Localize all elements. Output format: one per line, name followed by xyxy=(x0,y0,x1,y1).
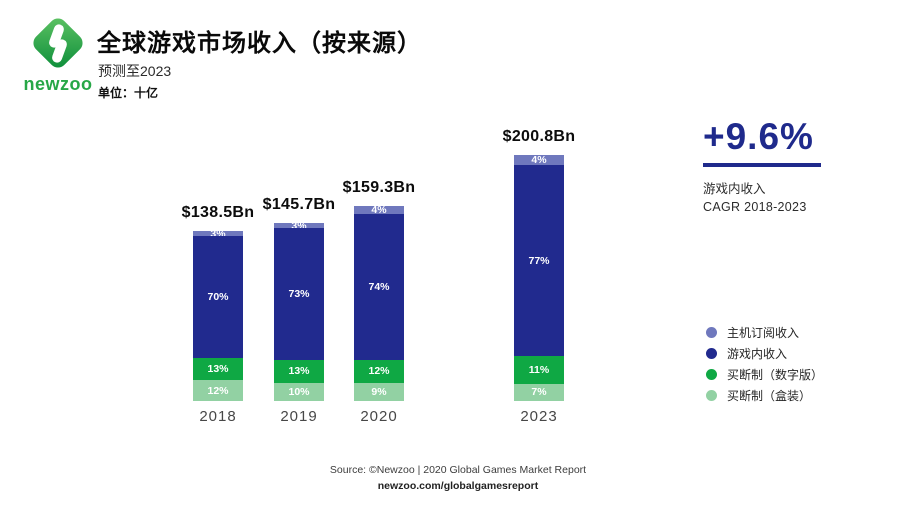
bar-segment: 4% xyxy=(514,154,564,166)
legend-label: 买断制（盒装） xyxy=(727,389,812,403)
x-axis-label-2019: 2019 xyxy=(280,408,318,425)
legend-dot-icon xyxy=(706,348,717,359)
segment-percent-label: 10% xyxy=(288,386,310,398)
bar-total-label-2019: $145.7Bn xyxy=(262,196,336,213)
bar-total-label-2023: $200.8Bn xyxy=(502,128,576,145)
cagr-caption-line1: 游戏内收入 xyxy=(703,182,766,196)
newzoo-logo-text: newzoo xyxy=(23,74,93,94)
chart-legend: 主机订阅收入 游戏内收入买断制（数字版） 买断制（盒装） xyxy=(706,322,823,406)
bar-segment: 12% xyxy=(193,380,243,401)
source-text: Source: ©Newzoo | 2020 Global Games Mark… xyxy=(329,464,587,476)
page-title: 全球游戏市场收入（按来源） xyxy=(97,30,422,57)
bar-segment: 13% xyxy=(193,357,243,381)
bar-segment: 4% xyxy=(354,204,404,216)
bar-segment: 11% xyxy=(514,356,564,384)
source-link-text: newzoo.com/globalgamesreport xyxy=(377,480,539,492)
stacked-bar-2020: 4% 74% 12% 9% xyxy=(354,204,404,401)
bar-segment: 73% xyxy=(274,228,324,360)
bar-segment: 9% xyxy=(354,383,404,401)
stacked-bar-2019: 3% 73% 13% 10% xyxy=(274,220,324,401)
legend-dot-icon xyxy=(706,369,717,380)
cagr-stat-block: +9.6% 游戏内收入 CAGR 2018-2023 xyxy=(703,116,821,214)
page-subtitle: 预测至2023 xyxy=(98,63,172,79)
segment-percent-label: 73% xyxy=(288,288,310,301)
unit-label: 单位：十亿 xyxy=(98,86,159,100)
legend-dot-icon xyxy=(706,327,717,338)
stacked-bar-2023: 4% 77% 11% 7% xyxy=(514,154,564,401)
legend-item: 买断制（数字版） xyxy=(706,364,823,385)
bar-segment: 10% xyxy=(274,383,324,401)
segment-percent-label: 74% xyxy=(368,280,390,293)
cagr-caption-line2: CAGR 2018-2023 xyxy=(703,200,807,214)
stat-underline xyxy=(703,163,821,167)
footer: Source: ©Newzoo | 2020 Global Games Mark… xyxy=(16,464,900,492)
x-axis-label-2018: 2018 xyxy=(199,408,237,425)
legend-label: 主机订阅收入 xyxy=(727,326,800,340)
bar-segment: 7% xyxy=(514,383,564,401)
stacked-bar-2018: 3% 70% 13% 12% xyxy=(193,228,243,401)
legend-label: 游戏内收入 xyxy=(727,347,788,361)
bar-segment: 70% xyxy=(193,236,243,358)
segment-percent-label: 13% xyxy=(207,362,229,375)
cagr-value: +9.6% xyxy=(703,116,814,157)
legend-dot-icon xyxy=(706,390,717,401)
segment-percent-label: 13% xyxy=(288,365,310,378)
segment-percent-label: 12% xyxy=(207,384,229,397)
legend-item: 游戏内收入 xyxy=(706,343,823,364)
segment-percent-label: 70% xyxy=(207,290,229,303)
legend-item: 买断制（盒装） xyxy=(706,385,823,406)
newzoo-logo: newzoo xyxy=(22,14,94,95)
bar-segment: 13% xyxy=(274,359,324,384)
bar-total-label-2020: $159.3Bn xyxy=(342,179,416,196)
x-axis-label-2023: 2023 xyxy=(520,408,558,425)
x-axis-label-2020: 2020 xyxy=(360,408,398,425)
bar-segment: 74% xyxy=(354,213,404,360)
segment-percent-label: 9% xyxy=(371,386,387,399)
newzoo-diamond-icon xyxy=(33,18,83,68)
bar-total-label-2018: $138.5Bn xyxy=(181,204,255,221)
segment-percent-label: 7% xyxy=(531,386,547,399)
segment-percent-label: 11% xyxy=(528,363,550,376)
bar-segment: 77% xyxy=(514,164,564,357)
segment-percent-label: 77% xyxy=(528,254,550,267)
bar-segment: 12% xyxy=(354,359,404,384)
segment-percent-label: 12% xyxy=(368,365,390,378)
legend-label: 买断制（数字版） xyxy=(727,368,824,382)
legend-item: 主机订阅收入 xyxy=(706,322,823,343)
